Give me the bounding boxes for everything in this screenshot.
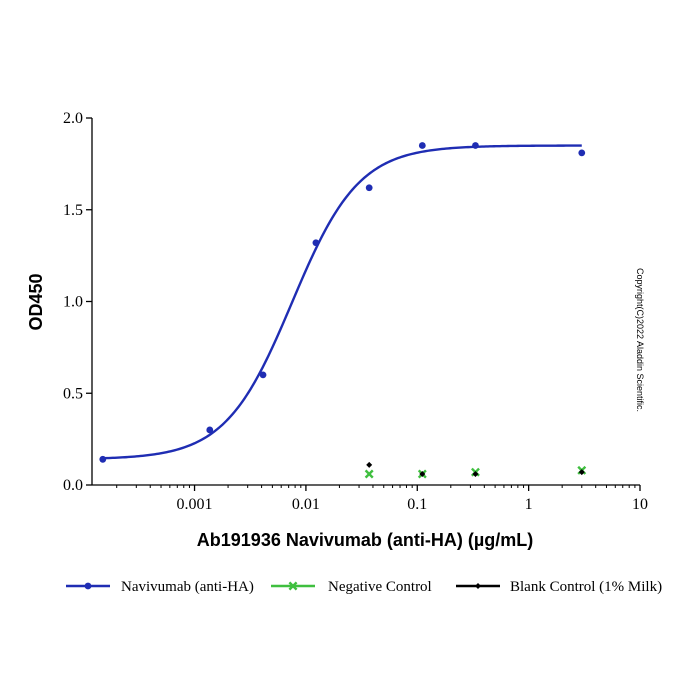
- legend-item: Blank Control (1% Milk): [456, 579, 662, 595]
- data-point: [472, 142, 479, 149]
- legend-marker: [475, 583, 481, 589]
- data-point: [578, 149, 586, 157]
- y-tick-label: 0.5: [63, 385, 83, 402]
- y-tick-label: 1.0: [63, 294, 83, 311]
- data-point: [206, 426, 214, 434]
- legend-label: Blank Control (1% Milk): [510, 579, 662, 595]
- x-axis-ticks: 0.001 0.01 0.1 1 10: [116, 485, 648, 513]
- x-marker-stroke: [364, 469, 374, 479]
- y-axis-ticks: 0.0 0.5 1.0 1.5 2.0: [63, 110, 92, 494]
- legend: Navivumab (anti-HA) Negative Control Blank…: [66, 579, 662, 595]
- data-point: [472, 470, 479, 477]
- data-point: [364, 469, 374, 479]
- x-tick-label: 0.1: [407, 496, 427, 513]
- legend-marker: [84, 582, 92, 590]
- x-tick-label: 1: [525, 496, 533, 513]
- copyright-annotation: Copyright(C)2022 Aladdin Scientific.: [635, 268, 645, 412]
- fit-curve: [102, 144, 582, 460]
- data-point: [365, 184, 373, 192]
- data-point: [366, 461, 373, 468]
- data-point: [259, 371, 267, 379]
- y-tick-label: 0.0: [63, 477, 83, 494]
- data-point: [312, 239, 320, 247]
- x-tick-label: 0.01: [292, 496, 320, 513]
- series-points: [99, 142, 586, 463]
- y-tick-label: 2.0: [63, 110, 83, 127]
- x-axis-title: Ab191936 Navivumab (anti-HA) (µg/mL): [197, 530, 533, 550]
- legend-item: Navivumab (anti-HA): [66, 579, 254, 595]
- data-point: [578, 469, 585, 476]
- series-points: [366, 461, 585, 477]
- data-points: [99, 142, 587, 479]
- axes: [91, 118, 640, 486]
- y-tick-label: 1.5: [63, 202, 83, 219]
- legend-label: Navivumab (anti-HA): [121, 579, 254, 595]
- legend-marker: [288, 581, 298, 591]
- legend-label: Negative Control: [328, 579, 432, 595]
- data-point: [99, 455, 107, 463]
- x-tick-label: 10: [632, 496, 648, 513]
- fit-curves: [102, 144, 582, 460]
- x-marker-stroke: [288, 581, 298, 591]
- legend-item: Negative Control: [271, 579, 432, 595]
- y-axis-title: OD450: [26, 273, 46, 330]
- x-tick-label: 0.001: [177, 496, 213, 513]
- data-point: [419, 470, 426, 477]
- data-point: [418, 142, 426, 149]
